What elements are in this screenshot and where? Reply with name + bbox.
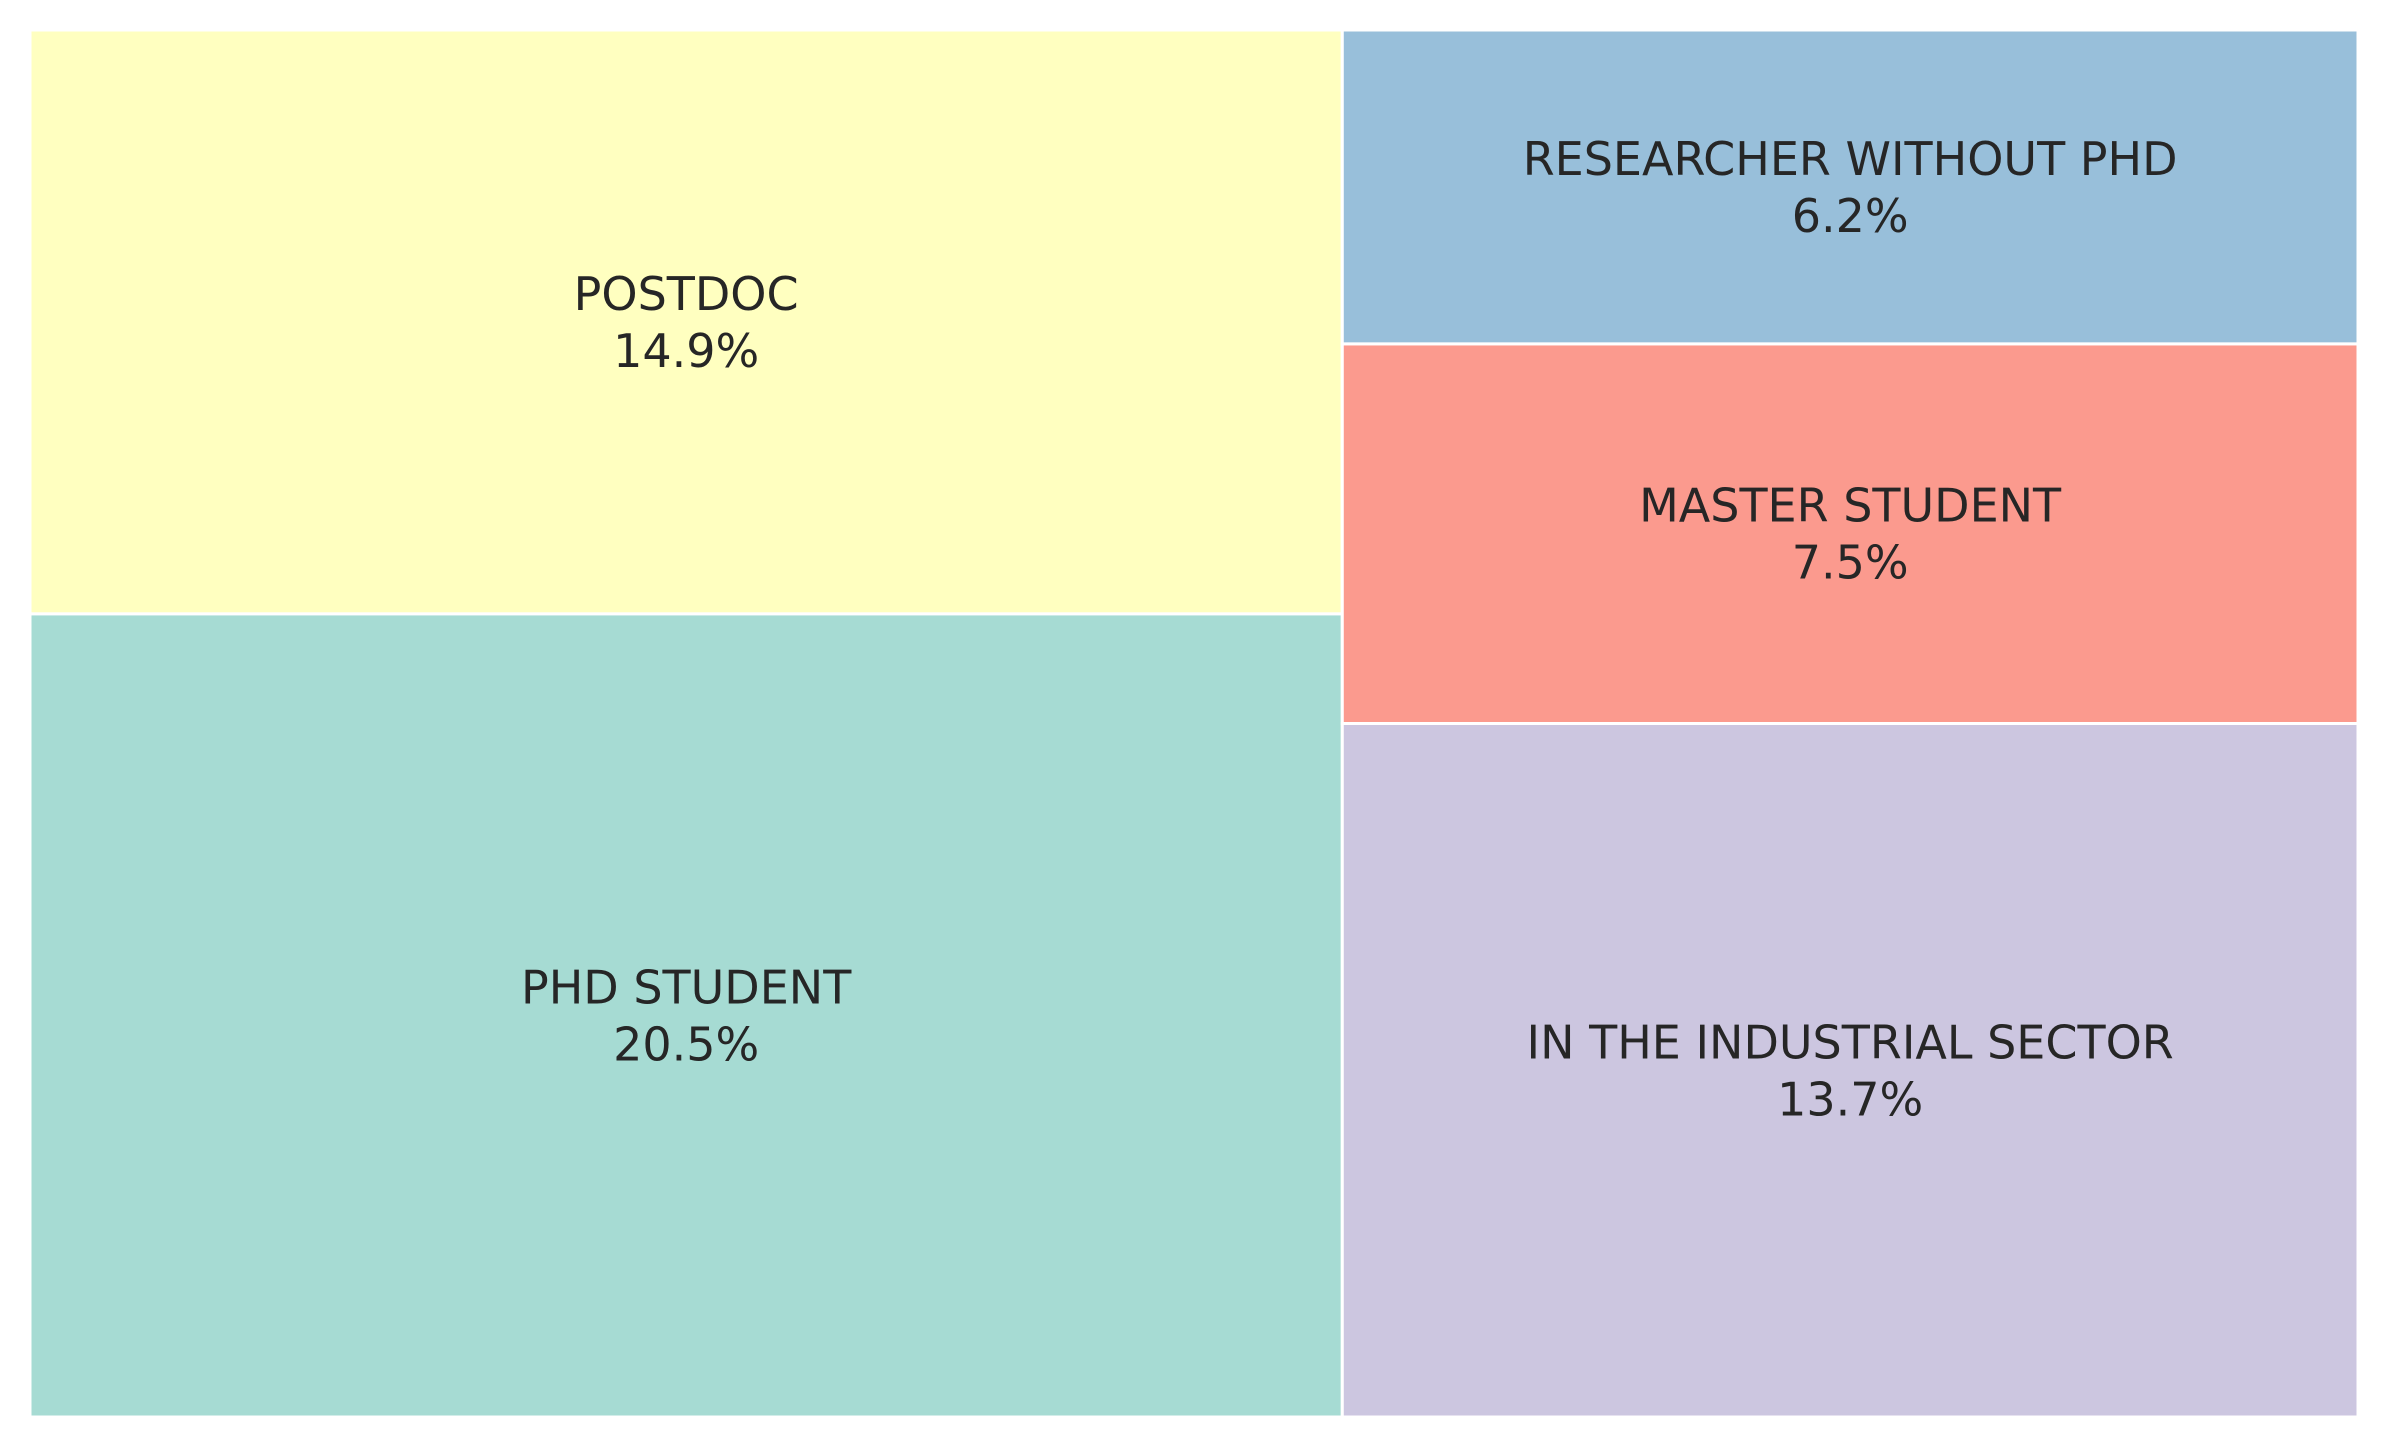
tile-value-label: 14.9% (613, 324, 759, 378)
tile-rect (1340, 342, 2360, 725)
tile-value-label: 20.5% (613, 1017, 759, 1071)
tile-category-label: RESEARCHER WITHOUT PHD (1523, 132, 2178, 186)
tile-category-label: PHD STUDENT (521, 960, 852, 1014)
tile-rect (1340, 722, 2360, 1419)
tile-value-label: 7.5% (1792, 536, 1909, 590)
tile-rect (1340, 28, 2360, 346)
tile-category-label: POSTDOC (574, 267, 799, 321)
tile-category-label: MASTER STUDENT (1639, 479, 2062, 533)
tile-rect (28, 612, 1344, 1419)
tile-rect (28, 28, 1344, 616)
tile-value-label: 6.2% (1792, 189, 1909, 243)
tile-category-label: IN THE INDUSTRIAL SECTOR (1527, 1015, 2174, 1069)
tile-value-label: 13.7% (1777, 1072, 1923, 1126)
